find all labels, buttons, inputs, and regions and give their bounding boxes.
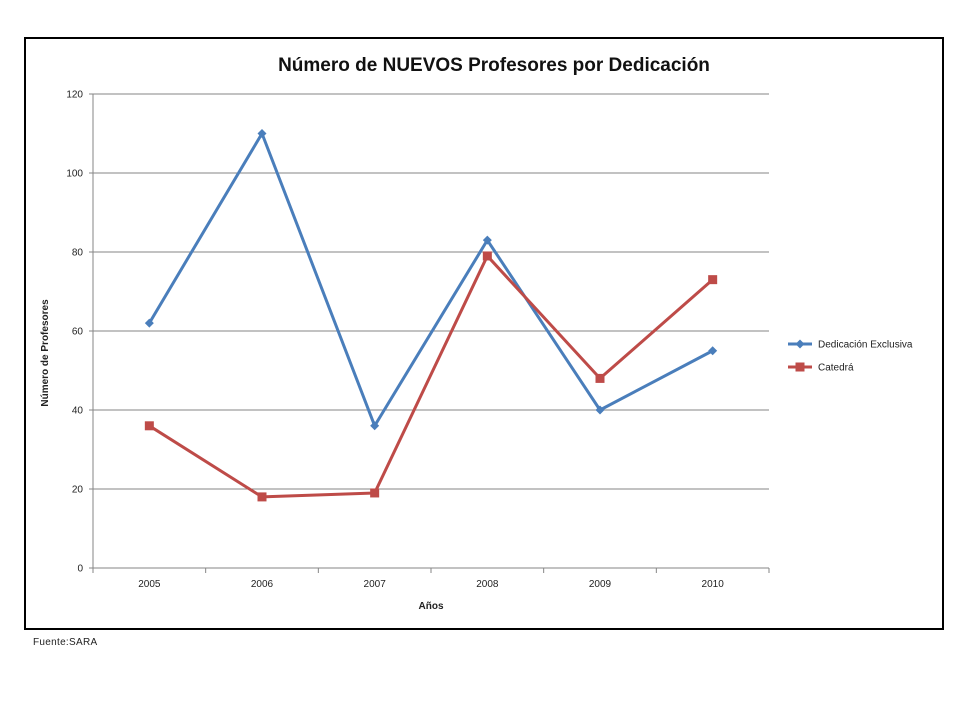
data-point-square [595, 373, 605, 383]
data-point-diamond [144, 318, 154, 328]
series-line [148, 132, 714, 428]
legend-item: Dedicación Exclusiva [788, 339, 913, 351]
x-tick-label: 2009 [589, 579, 612, 590]
chart-title: Número de NUEVOS Profesores por Dedicaci… [278, 55, 710, 76]
source-note: Fuente:SARA [33, 637, 98, 648]
data-point-square [482, 251, 492, 261]
series-line [148, 254, 714, 499]
data-point-square [708, 275, 718, 285]
series-layer [144, 129, 718, 502]
data-point-square [370, 488, 380, 498]
y-tick-label: 40 [72, 406, 84, 417]
data-point-square [144, 421, 154, 431]
y-tick-label: 20 [72, 485, 84, 496]
x-tick-label: 2010 [702, 579, 725, 590]
chart-frame: Número de NUEVOS Profesores por Dedicaci… [24, 37, 944, 630]
data-point-square [795, 362, 805, 372]
y-axis-title: Número de Profesores [40, 299, 51, 407]
x-axis-title: Años [419, 601, 444, 612]
data-point-diamond [257, 129, 267, 138]
y-tick-label: 120 [66, 90, 83, 101]
x-tick-label: 2006 [251, 579, 274, 590]
series-1 [144, 129, 718, 431]
series-2 [144, 251, 718, 502]
data-point-diamond [795, 339, 805, 349]
data-point-diamond [708, 346, 718, 356]
x-tick-label: 2005 [138, 579, 161, 590]
legend: Dedicación Exclusiva Catedrá [788, 339, 913, 374]
axes: 0 20 40 60 80 100 120 2005 2006 2007 2008 2009 2010 [66, 90, 770, 590]
y-tick-label: 80 [72, 248, 84, 259]
y-tick-label: 0 [77, 564, 83, 575]
x-tick-label: 2007 [364, 579, 387, 590]
data-point-diamond [482, 235, 492, 245]
data-point-square [257, 492, 267, 502]
legend-label: Dedicación Exclusiva [818, 340, 913, 351]
y-tick-label: 100 [66, 169, 83, 180]
legend-label: Catedrá [818, 363, 854, 374]
data-point-diamond [595, 405, 605, 415]
data-point-diamond [370, 421, 380, 431]
y-tick-label: 60 [72, 327, 84, 338]
x-tick-label: 2008 [476, 579, 499, 590]
gridlines [89, 93, 769, 569]
legend-item: Catedrá [788, 362, 854, 374]
line-chart: Número de NUEVOS Profesores por Dedicaci… [40, 55, 913, 612]
